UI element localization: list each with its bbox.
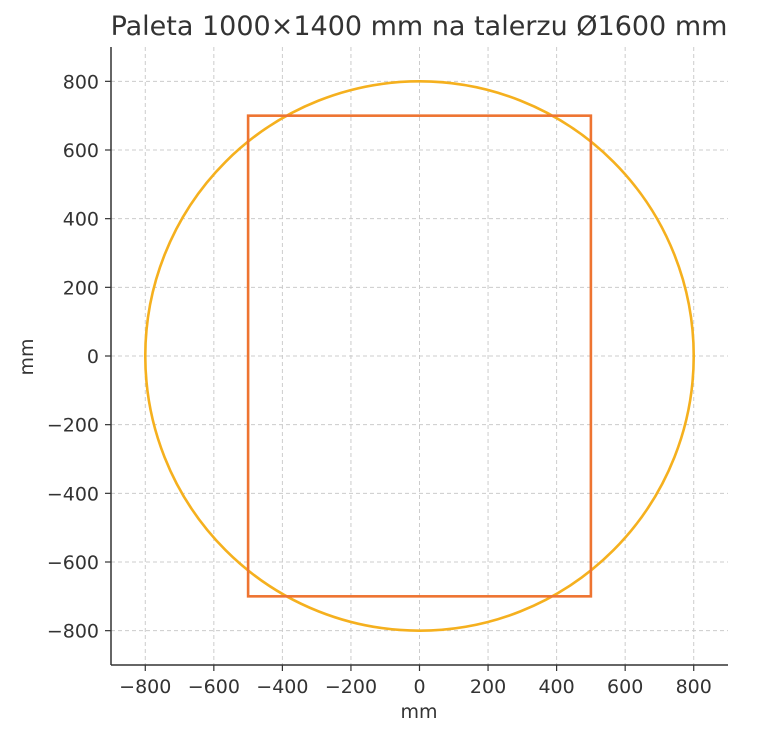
y-axis-label: mm [16, 338, 38, 375]
x-tick-label: 400 [538, 676, 574, 698]
pallet-rectangle [246, 114, 593, 598]
y-tick-label: 600 [63, 140, 99, 162]
y-tick-label: 800 [63, 71, 99, 93]
x-tick-label: 800 [676, 676, 712, 698]
x-tick-label: −800 [119, 676, 171, 698]
x-tick-label: 0 [413, 676, 425, 698]
y-tick-label: −200 [47, 415, 99, 437]
x-tick-label: 200 [470, 676, 506, 698]
x-tick-label: −600 [188, 676, 240, 698]
plot-shapes [143, 80, 696, 632]
x-tick-label: −200 [325, 676, 377, 698]
grid [111, 47, 728, 665]
turntable-circle [143, 80, 696, 632]
y-ticks: −800 −600 −400 −200 0 200 400 600 800 [47, 71, 111, 643]
y-tick-label: −800 [47, 621, 99, 643]
x-tick-label: 600 [607, 676, 643, 698]
chart-title: Paleta 1000×1400 mm na talerzu Ø1600 mm [111, 11, 728, 42]
x-axis-label: mm [400, 701, 437, 723]
y-tick-label: 0 [87, 346, 99, 368]
x-ticks: −800 −600 −400 −200 0 200 400 600 800 [119, 665, 712, 698]
y-tick-label: 400 [63, 209, 99, 231]
x-tick-label: −400 [256, 676, 308, 698]
y-tick-label: 200 [63, 277, 99, 299]
y-tick-label: −400 [47, 483, 99, 505]
y-tick-label: −600 [47, 552, 99, 574]
